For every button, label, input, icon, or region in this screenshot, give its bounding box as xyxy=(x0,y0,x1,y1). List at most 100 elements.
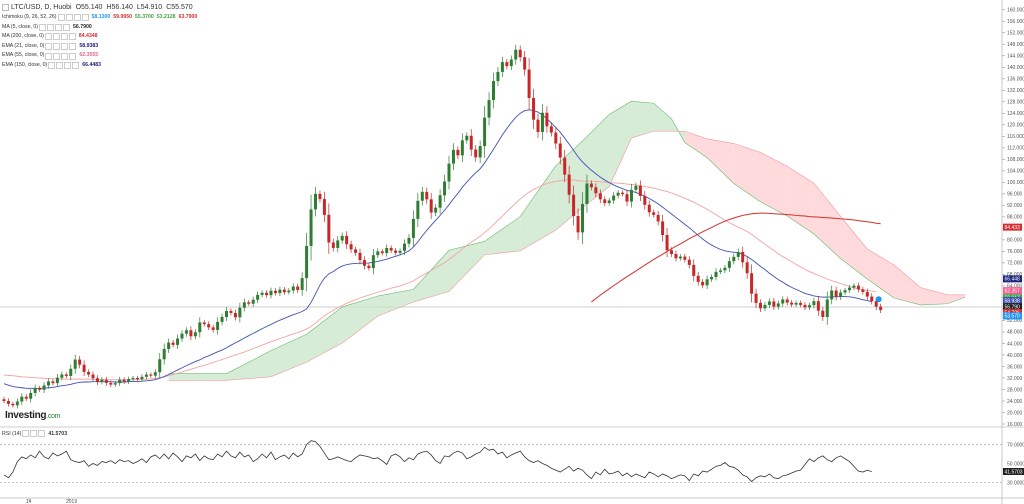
y-tick-label: 92.000 xyxy=(1007,203,1023,209)
candle-body xyxy=(451,149,455,164)
price-tag-label: 66.448 xyxy=(1005,277,1021,283)
ma200-line xyxy=(591,212,881,303)
candle-body xyxy=(732,256,736,262)
indicator-settings-toggle[interactable] xyxy=(47,23,55,31)
ichimoku-cloud xyxy=(168,100,966,381)
ema21-line xyxy=(3,109,872,389)
candle-body xyxy=(460,140,464,156)
indicator-visibility-toggle[interactable] xyxy=(45,52,53,60)
indicator-row: MA (5, close, 0) 56.7900 xyxy=(2,23,197,33)
rsi-pane xyxy=(0,440,1002,483)
indicator-more-toggle[interactable] xyxy=(69,43,77,51)
candle-body xyxy=(136,377,139,380)
y-tick-label: 136.000 xyxy=(1007,77,1024,83)
candle-body xyxy=(509,59,513,67)
candle-body xyxy=(487,100,491,118)
indicator-visibility-toggle[interactable] xyxy=(45,43,53,51)
candle-body xyxy=(589,183,593,188)
candle-body xyxy=(211,327,215,330)
indicator-more-toggle[interactable] xyxy=(72,62,80,70)
cloud-segment xyxy=(684,131,708,158)
indicator-settings-toggle[interactable] xyxy=(65,14,73,22)
candle-body xyxy=(759,302,762,309)
candle-body xyxy=(687,259,691,265)
candle-body xyxy=(661,221,665,235)
candle-body xyxy=(736,251,740,257)
candle-body xyxy=(576,216,580,233)
cloud-segment xyxy=(920,287,948,305)
candle-body xyxy=(874,301,878,307)
indicator-remove-toggle[interactable] xyxy=(60,33,68,41)
high-value: H56.140 xyxy=(106,4,133,11)
y-tick-label: 156.000 xyxy=(1007,19,1024,25)
indicator-visibility-toggle[interactable] xyxy=(57,14,65,22)
indicator-visibility-toggle[interactable] xyxy=(39,23,47,31)
candle-body xyxy=(781,299,785,304)
candle-body xyxy=(776,303,780,307)
indicator-more-toggle[interactable] xyxy=(81,14,89,22)
price-tag-label: 58.938 xyxy=(1005,298,1021,304)
candle-body xyxy=(763,304,767,309)
collapse-toggle[interactable] xyxy=(2,4,9,11)
candle-body xyxy=(300,278,304,290)
candle-body xyxy=(113,383,117,385)
y-tick-label: 80.000 xyxy=(1007,238,1023,244)
symbol-title: LTC/USD, D, Huobi xyxy=(11,4,72,11)
rsi-visibility-toggle[interactable] xyxy=(22,430,30,437)
indicator-row: EMA (55, close, 0) 62.3555 xyxy=(2,51,197,61)
rsi-line xyxy=(3,440,872,483)
price-marker xyxy=(875,296,882,303)
rsi-label: RSI (14) xyxy=(2,430,22,437)
indicator-settings-toggle[interactable] xyxy=(56,62,64,70)
cloud-segment xyxy=(894,264,921,305)
candle-body xyxy=(269,290,273,296)
indicator-remove-toggle[interactable] xyxy=(73,14,81,22)
candle-body xyxy=(474,149,478,158)
indicator-remove-toggle[interactable] xyxy=(61,43,69,51)
candle-body xyxy=(518,49,522,58)
cloud-segment xyxy=(653,103,672,132)
candle-body xyxy=(425,191,429,200)
price-tag-box xyxy=(1003,312,1022,320)
cloud-segment xyxy=(582,114,610,208)
candle-body xyxy=(104,379,108,383)
candle-body xyxy=(558,143,562,158)
candle-body xyxy=(718,270,722,272)
candle-body xyxy=(549,126,553,133)
candle-body xyxy=(296,286,300,290)
candle-body xyxy=(322,199,326,215)
rsi-settings-toggle[interactable] xyxy=(30,430,38,437)
indicator-settings-toggle[interactable] xyxy=(52,33,60,41)
cloud-segment xyxy=(760,152,788,217)
candle-body xyxy=(140,376,144,380)
candle-body xyxy=(29,392,33,399)
candle-body xyxy=(429,199,433,213)
y-tick-label: 116.000 xyxy=(1007,134,1024,140)
candle-body xyxy=(839,292,843,297)
indicator-visibility-toggle[interactable] xyxy=(44,33,52,41)
candle-body xyxy=(362,260,366,266)
indicator-settings-toggle[interactable] xyxy=(53,52,61,60)
indicator-more-toggle[interactable] xyxy=(63,23,71,31)
indicator-remove-toggle[interactable] xyxy=(55,23,63,31)
candle-body xyxy=(821,310,825,317)
indicator-more-toggle[interactable] xyxy=(69,52,77,60)
y-tick-label: 108.000 xyxy=(1007,157,1024,163)
indicator-remove-toggle[interactable] xyxy=(64,62,72,70)
indicator-remove-toggle[interactable] xyxy=(61,52,69,60)
candle-body xyxy=(216,321,220,330)
indicator-value: 58.1300 xyxy=(91,14,111,20)
candle-body xyxy=(233,312,237,318)
indicator-settings-toggle[interactable] xyxy=(53,43,61,51)
candle-body xyxy=(678,256,682,259)
indicator-more-toggle[interactable] xyxy=(68,33,76,41)
rsi-remove-toggle[interactable] xyxy=(38,430,46,437)
candle-body xyxy=(411,218,415,238)
candle-body xyxy=(652,212,656,215)
candle-body xyxy=(314,193,317,210)
candle-body xyxy=(336,240,340,248)
candle-body xyxy=(540,112,544,133)
indicator-visibility-toggle[interactable] xyxy=(48,62,56,70)
indicator-value: 84.4348 xyxy=(78,33,98,40)
